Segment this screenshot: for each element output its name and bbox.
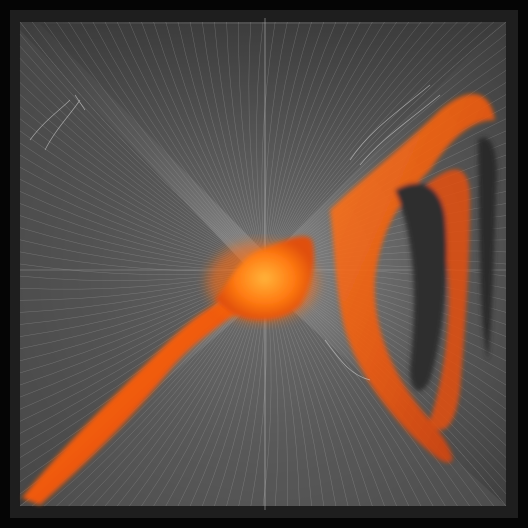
thread-line	[264, 21, 422, 271]
thread-line	[256, 21, 266, 271]
thread-line	[214, 21, 266, 271]
thread-line	[116, 21, 266, 271]
scribbles	[29, 84, 441, 381]
thread-line	[44, 21, 266, 271]
thread-line	[165, 21, 266, 271]
left-wedge	[20, 30, 250, 500]
thread-line	[264, 21, 349, 271]
thread-line	[92, 21, 266, 271]
lava-core	[215, 236, 315, 321]
thread-line	[19, 82, 266, 271]
thread-line	[189, 21, 266, 271]
thread-line	[264, 21, 458, 271]
thread-line	[248, 21, 266, 271]
thread-line	[264, 21, 288, 271]
thread-line	[104, 21, 266, 271]
thread-line	[264, 21, 446, 271]
thread-line	[261, 21, 276, 271]
lava-group	[22, 93, 497, 505]
thread-line	[31, 21, 266, 271]
lava-stream-left	[22, 300, 240, 505]
thread-line	[202, 21, 266, 271]
thread-line	[264, 45, 507, 271]
thread-line	[19, 21, 266, 271]
bottom-wedge	[20, 290, 506, 506]
thread-line	[129, 21, 266, 271]
thread-line	[19, 70, 266, 271]
lava-cavity	[395, 183, 447, 391]
thread-line	[264, 21, 312, 271]
thread-line	[264, 21, 300, 271]
lava-ribbon-right	[330, 93, 495, 463]
thread-line	[19, 33, 266, 271]
thread-line	[264, 21, 361, 271]
thread-line	[226, 21, 266, 271]
thread-line	[68, 21, 266, 271]
top-wedge	[40, 24, 500, 258]
thread-line	[264, 21, 495, 271]
thread-line	[264, 21, 434, 271]
thread-line	[264, 21, 385, 271]
thread-line	[264, 21, 470, 271]
thread-line	[264, 21, 397, 271]
thread-line	[264, 21, 337, 271]
lava-ribbon-far	[410, 169, 470, 430]
thread-line	[141, 21, 266, 271]
thread-line	[19, 21, 266, 271]
thread-line	[80, 21, 266, 271]
thread-line	[264, 33, 507, 271]
thread-line	[19, 46, 266, 271]
thread-line	[264, 21, 409, 271]
thread-line	[153, 21, 266, 271]
lava-cavity-right	[478, 137, 497, 360]
thread-line	[264, 21, 507, 271]
thread-line	[264, 21, 507, 271]
thread-line	[264, 21, 324, 271]
thread-line	[264, 21, 373, 271]
thread-line	[56, 21, 266, 271]
thread-line	[177, 21, 266, 271]
thread-line	[238, 21, 266, 271]
thread-line	[19, 58, 266, 271]
